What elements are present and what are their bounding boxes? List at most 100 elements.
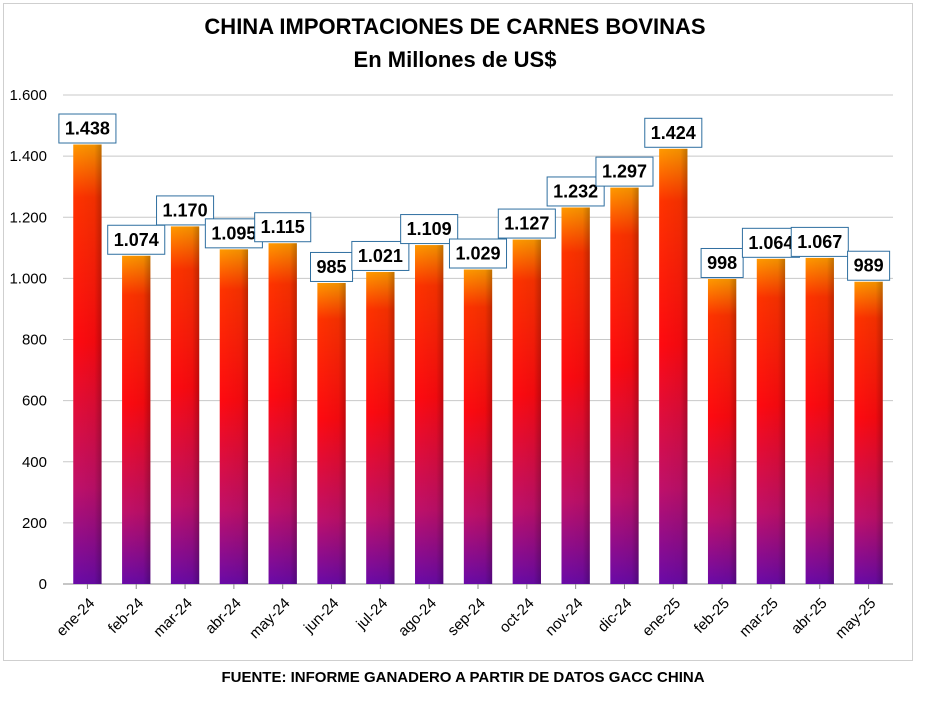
data-label: 989 [847,250,891,281]
data-label: 1.021 [351,240,410,271]
data-label-box [204,218,263,249]
data-label-text: 1.029 [455,244,500,264]
y-tick-label: 1.000 [9,270,47,287]
data-label-box [58,113,117,144]
x-tick-label: sep-24 [444,595,488,639]
y-tick-label: 800 [22,332,47,349]
data-label: 1.029 [448,238,508,269]
data-label-text: 1.297 [602,162,647,182]
data-label: 1.095 [204,218,263,249]
data-label-text: 989 [854,256,884,276]
x-tick-label: ene-25 [639,595,684,640]
data-label: 1.067 [790,226,849,257]
y-tick-label: 200 [22,515,47,532]
bar-shade [463,269,493,584]
bar-shade [219,249,249,584]
x-tick-label: mar-24 [150,595,196,641]
x-tick-label: may-25 [832,595,879,642]
source-note: FUENTE: INFORME GANADERO A PARTIR DE DAT… [221,669,705,686]
bar-shade [512,239,541,585]
data-label-box [351,240,410,271]
data-label-text: 1.095 [211,223,256,243]
data-label: 985 [310,251,354,282]
x-tick-label: ago-24 [395,595,440,640]
data-label-box [546,176,605,207]
data-label: 998 [700,247,744,278]
bar-shade [756,258,786,584]
data-label-text: 1.021 [358,246,403,266]
data-label: 1.232 [546,176,605,207]
bar-shade [268,243,297,584]
x-tick-label: may-24 [246,595,293,642]
data-label-box [254,212,312,243]
data-label: 1.424 [644,117,703,148]
data-label-text: 1.170 [163,200,208,220]
data-label-text: 998 [707,253,737,273]
x-tick-label: abr-25 [788,595,831,638]
y-tick-label: 1.200 [9,209,47,226]
data-label-box [156,195,215,226]
x-tick-label: abr-24 [202,595,245,638]
data-label-text: 1.064 [748,233,793,253]
x-tick-label: feb-24 [105,595,147,637]
data-label-box [741,227,800,258]
x-tick-label: ene-24 [53,595,98,640]
data-label-box [310,251,354,282]
data-label-text: 1.127 [504,214,549,234]
data-label-text: 1.109 [407,219,452,239]
data-label-text: 1.232 [553,181,598,201]
bar-shade [805,257,834,584]
y-tick-label: 600 [22,393,47,410]
data-label: 1.297 [595,156,654,187]
data-label-text: 1.074 [114,230,159,250]
y-tick-label: 0 [39,576,47,593]
bar-shade [366,271,395,584]
x-tick-label: mar-25 [736,595,782,641]
data-label: 1.115 [254,212,312,243]
data-label-box [790,226,849,257]
data-label-text: 1.115 [261,217,305,237]
data-label-text: 1.438 [65,119,110,139]
bar-shade [659,148,688,585]
bar-shade [707,278,737,584]
bar-shade [317,282,346,584]
data-label-box [644,117,703,148]
chart-title: CHINA IMPORTACIONES DE CARNES BOVINAS [204,14,705,39]
data-label: 1.438 [58,113,117,144]
data-label-box [595,156,654,187]
bar-shade [561,207,590,584]
data-label-text: 1.067 [797,232,842,252]
y-axis: 0 200 400 600 800 1.000 1.200 1.400 1.600 [9,87,47,593]
data-label: 1.127 [497,208,556,239]
data-label: 1.064 [741,227,800,258]
bar-shade [170,226,200,584]
data-label-text: 1.424 [651,123,696,143]
bar-shade [415,245,444,584]
y-tick-label: 400 [22,454,47,471]
bar-shade [854,281,883,584]
x-tick-label: jun-24 [300,595,342,637]
y-tick-label: 1.400 [9,148,47,165]
data-label-box [107,224,166,255]
bar-shade [122,255,151,585]
x-tick-label: feb-25 [691,595,733,637]
x-tick-label: jul-24 [353,595,392,634]
x-tick-label: dic-24 [594,595,635,636]
data-label-text: 985 [317,257,347,277]
data-label-box [497,208,556,239]
data-label-box [448,238,508,269]
data-label: 1.109 [400,214,459,245]
x-tick-label: oct-24 [496,595,538,637]
bar-shade [610,187,639,584]
y-tick-label: 1.600 [9,87,47,104]
data-label: 1.170 [156,195,215,226]
data-label-box [847,250,891,281]
data-label-box [700,247,744,278]
x-tick-label: nov-24 [542,595,586,639]
bar-shade [73,144,102,585]
data-label: 1.074 [107,224,166,255]
bars [73,144,883,585]
data-label-box [400,214,459,245]
chart-subtitle: En Millones de US$ [354,47,557,72]
